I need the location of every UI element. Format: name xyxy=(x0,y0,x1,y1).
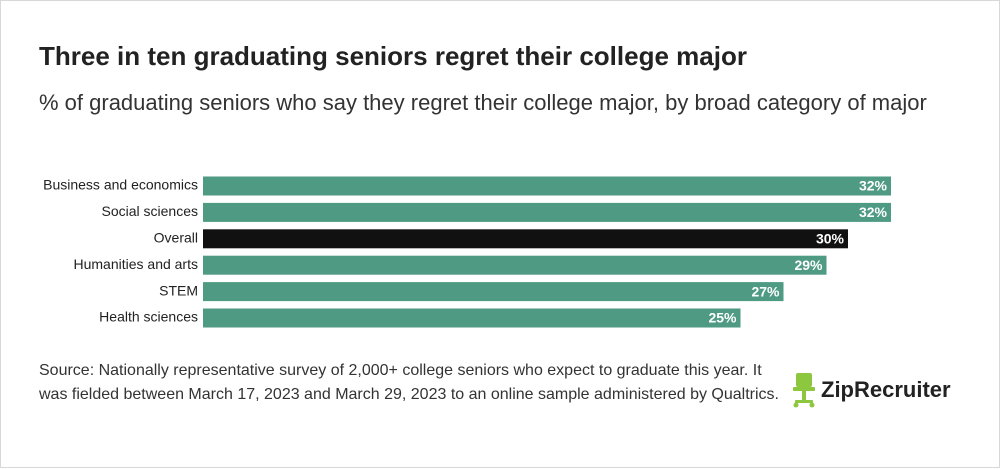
category-label: Business and economics xyxy=(43,177,198,193)
value-label: 27% xyxy=(751,283,780,299)
bar xyxy=(203,282,784,302)
logo: ZipRecruiter xyxy=(793,373,951,408)
value-label: 30% xyxy=(816,231,845,247)
value-label: 32% xyxy=(859,204,888,220)
bar xyxy=(203,229,848,249)
chart-subtitle: % of graduating seniors who say they reg… xyxy=(39,90,927,115)
source-note: Source: Nationally representative survey… xyxy=(39,362,779,403)
value-label: 25% xyxy=(708,310,737,326)
value-label: 32% xyxy=(859,178,888,194)
category-label: Social sciences xyxy=(102,203,199,219)
category-label: STEM xyxy=(159,282,198,298)
bar xyxy=(203,255,827,275)
value-label: 29% xyxy=(794,257,823,273)
logo-text: ZipRecruiter xyxy=(821,377,951,402)
bar xyxy=(203,308,741,328)
bar xyxy=(203,202,891,222)
logo-icon xyxy=(793,373,815,408)
chart-title: Three in ten graduating seniors regret t… xyxy=(39,41,747,71)
bar xyxy=(203,176,891,196)
category-label: Health sciences xyxy=(99,309,198,325)
category-label: Overall xyxy=(154,230,198,246)
category-label: Humanities and arts xyxy=(73,256,198,272)
